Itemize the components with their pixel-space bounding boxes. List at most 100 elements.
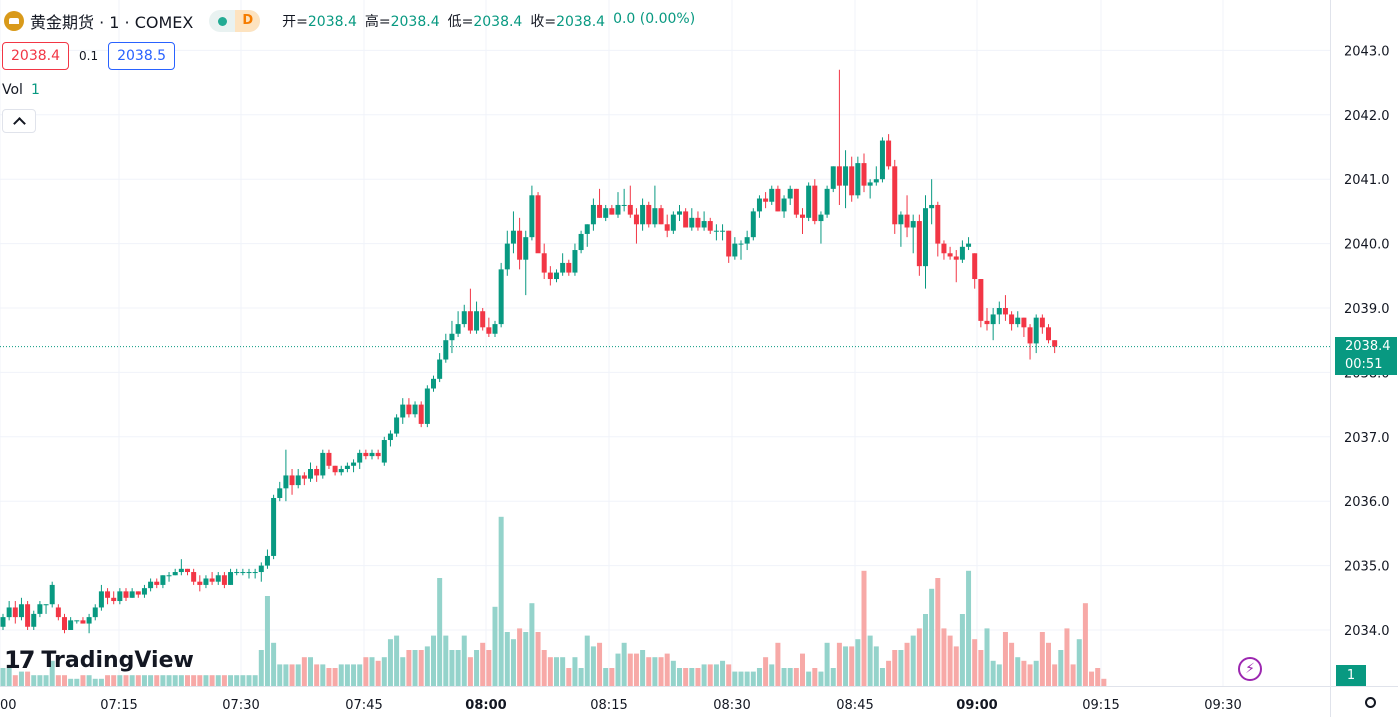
candle-body (855, 163, 861, 196)
volume-bar (1058, 650, 1064, 686)
candle-body (406, 404, 412, 415)
last-volume-tag: 1 (1336, 665, 1366, 686)
volume-bar (1089, 671, 1095, 686)
volume-bar (37, 675, 43, 686)
volume-bar (166, 675, 172, 686)
candle-body (849, 166, 855, 196)
y-tick-label: 2034.0 (1344, 624, 1390, 639)
volume-bar (707, 664, 713, 686)
volume-label: Vol (2, 82, 23, 98)
candle-body (572, 250, 578, 273)
volume-value: 1 (30, 82, 40, 98)
candle-body (467, 311, 473, 331)
tradingview-logo[interactable]: 17 TradingView (4, 646, 194, 674)
volume-bar (800, 653, 805, 686)
volume-bar (892, 650, 898, 686)
candle-body (892, 166, 898, 225)
symbol-title[interactable]: 黄金期货 · 1 · COMEX (30, 13, 194, 32)
volume-bar (271, 642, 277, 686)
volume-bar (677, 668, 682, 686)
candle-body (793, 188, 799, 215)
ohlc-open: 开=2038.4 (282, 14, 357, 30)
volume-bar (670, 660, 676, 686)
volume-bar (873, 646, 879, 686)
candle-body (781, 198, 787, 212)
volume-bar (314, 664, 320, 686)
volume-bar (861, 570, 867, 686)
candle-body (308, 469, 313, 479)
candle-body (929, 204, 935, 209)
candle-body (578, 233, 584, 251)
volume-bar (381, 657, 387, 686)
candle-body (68, 620, 74, 630)
lightning-icon[interactable]: ⚡ (1238, 657, 1262, 681)
candle-body (141, 588, 147, 595)
volume-bar (683, 668, 689, 686)
volume-bar (480, 642, 486, 686)
gear-icon[interactable] (1361, 693, 1379, 711)
candle-body (1033, 317, 1039, 344)
volume-bar (720, 660, 726, 686)
volume-bar (498, 516, 504, 686)
candle-body (178, 568, 184, 573)
ohlc-close: 收=2038.4 (530, 14, 606, 30)
x-tick-label: 09:15 (1082, 698, 1119, 713)
volume-bar (775, 642, 781, 686)
price-change: 0.0 (0.00%) (613, 11, 696, 27)
candle-body (652, 208, 658, 225)
buy-button[interactable]: 2038.5 (108, 42, 176, 70)
candle-body (357, 452, 363, 463)
volume-bar (769, 664, 775, 686)
symbol-row: 黄金期货 · 1 · COMEX D 开=2038.4 高=2038.4 低=2… (4, 9, 695, 33)
volume-bar (560, 657, 566, 686)
candle-body (387, 433, 393, 441)
volume-bar (972, 639, 978, 686)
volume-bar (240, 675, 246, 686)
volume-bar (756, 668, 762, 686)
volume-bar (627, 653, 633, 686)
delayed-data-badge[interactable]: D (235, 10, 261, 32)
bar-countdown: 00:51 (1345, 357, 1383, 372)
volume-bar (135, 675, 141, 686)
x-tick-label: 08:00 (465, 698, 506, 713)
volume-bar (1002, 632, 1008, 686)
volume-bar (375, 660, 381, 686)
x-tick-label: 08:45 (836, 698, 873, 713)
candle-body (560, 262, 566, 273)
volume-bar (31, 675, 37, 686)
sell-button[interactable]: 2038.4 (2, 42, 69, 70)
candle-body (627, 204, 633, 215)
candle-body (74, 620, 80, 622)
market-open-dot-icon (218, 16, 228, 26)
collapse-legend-button[interactable] (2, 109, 36, 133)
candle-body (221, 575, 227, 585)
candle-body (166, 575, 172, 577)
candle-body (517, 230, 523, 260)
volume-bar (252, 675, 258, 686)
volume-bar (787, 668, 793, 686)
volume-bar (308, 657, 313, 686)
candle-body (1052, 340, 1058, 347)
candle-body (25, 604, 31, 627)
volume-bar (12, 675, 18, 686)
candle-body (615, 204, 621, 215)
volume-bar (1033, 660, 1039, 686)
volume-bar (283, 664, 289, 686)
volume-bar (277, 664, 283, 686)
candle-body (363, 452, 369, 457)
candle-body (590, 204, 596, 225)
volume-bar (836, 642, 842, 686)
x-tick-label: 07:30 (222, 698, 259, 713)
candle-body (959, 246, 965, 260)
volume-bar (547, 657, 553, 686)
candle-body (6, 607, 12, 618)
y-tick-label: 2040.0 (1344, 238, 1390, 253)
volume-bar (916, 628, 922, 686)
candle-body (277, 488, 283, 498)
candle-body (984, 320, 990, 325)
market-status-badge[interactable]: D (209, 10, 261, 32)
candle-body (861, 163, 867, 186)
volume-bar (978, 650, 984, 686)
volume-bar (1046, 642, 1051, 686)
